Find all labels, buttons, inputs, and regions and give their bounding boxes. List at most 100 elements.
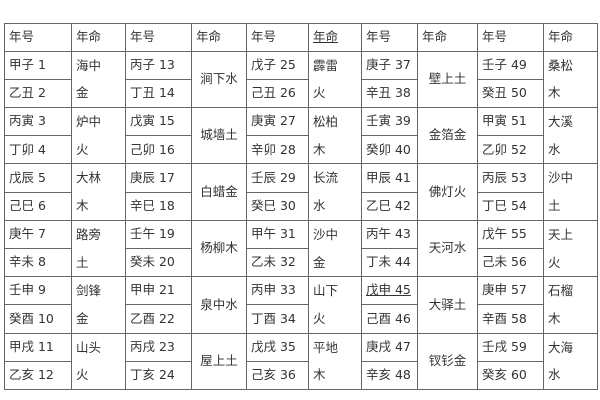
year-cell: 甲申 21 xyxy=(125,276,192,306)
nayin-text: 杨柳木 xyxy=(200,240,238,256)
year-cell: 丁丑 14 xyxy=(125,78,192,109)
nayin-text: 木 xyxy=(548,85,561,101)
year-cell: 丁亥 24 xyxy=(125,360,192,390)
nayin-cell: 天河水 xyxy=(417,219,478,278)
year-cell: 甲子 1 xyxy=(4,50,72,80)
year-cell: 乙亥 12 xyxy=(4,360,72,390)
year-cell: 戊戌 35 xyxy=(246,332,309,362)
nayin-cell: 大溪水 xyxy=(543,107,598,165)
year-cell: 癸酉 10 xyxy=(4,304,72,334)
year-cell: 癸卯 40 xyxy=(361,135,418,165)
year-cell: 甲辰 41 xyxy=(361,163,418,193)
nayin-text: 松柏 xyxy=(313,114,339,130)
nayin-text: 桑松 xyxy=(548,57,574,73)
nayin-cell: 大驿土 xyxy=(417,276,478,334)
nayin-cell: 海中金 xyxy=(71,50,126,109)
table-row: 甲子 1 海中金丙子 13 涧下水 戊子 25 霹雷火庚子 37 壁上土 壬子 49 桑松木 xyxy=(4,50,598,109)
nayin-text: 天河水 xyxy=(428,240,467,256)
year-cell: 丙申 33 xyxy=(246,276,309,306)
year-cell: 庚寅 27 xyxy=(246,107,309,137)
year-cell: 戊辰 5 xyxy=(4,163,72,193)
nayin-cell: 路旁土 xyxy=(71,219,126,278)
year-cell: 丙戌 23 xyxy=(125,332,192,362)
year-cell: 辛未 8 xyxy=(4,248,72,278)
nayin-cell: 屋上土 xyxy=(191,332,247,390)
year-cell: 壬戌 59 xyxy=(477,332,544,362)
nayin-text: 沙中 xyxy=(313,226,339,242)
nayin-cell: 壁上土 xyxy=(417,50,478,109)
nayin-cell: 钗钐金 xyxy=(417,332,478,390)
year-cell: 庚戌 47 xyxy=(361,332,418,362)
nayin-text: 路旁 xyxy=(76,226,102,242)
table-row: 己巳 6 辛巳 18 癸巳 30 乙巳 42 丁巳 54 xyxy=(4,191,598,221)
nayin-text: 海中 xyxy=(76,57,102,73)
header-nayin: 年命 xyxy=(71,23,126,52)
nayin-cell: 佛灯火 xyxy=(417,163,478,221)
header-nayin: 年命 xyxy=(308,23,362,52)
nayin-cell: 白蜡金 xyxy=(191,163,247,221)
year-cell: 丙辰 53 xyxy=(477,163,544,193)
year-cell: 己未 56 xyxy=(477,248,544,278)
year-cell: 甲午 31 xyxy=(246,219,309,250)
nayin-text: 大驿土 xyxy=(428,296,467,312)
year-cell: 丁未 44 xyxy=(361,248,418,278)
nayin-text: 土 xyxy=(548,198,561,214)
year-cell: 辛亥 48 xyxy=(361,360,418,390)
year-cell: 癸丑 50 xyxy=(477,78,544,109)
year-cell: 丁酉 34 xyxy=(246,304,309,334)
nayin-cell: 霹雷火 xyxy=(308,50,362,109)
year-cell: 戊申 45 xyxy=(361,276,418,306)
year-cell: 丁卯 4 xyxy=(4,135,72,165)
nayin-cell: 沙中土 xyxy=(543,163,598,221)
header-year: 年号 xyxy=(246,23,309,52)
table-row: 庚午 7 路旁土壬午 19 杨柳木 甲午 31 沙中金丙午 43 天河水 戊午 55 天上火 xyxy=(4,219,598,278)
year-cell: 庚申 57 xyxy=(477,276,544,306)
nayin-text: 水 xyxy=(548,141,561,157)
nayin-text: 水 xyxy=(548,367,561,383)
nayin-text: 泉中水 xyxy=(200,296,238,312)
nayin-cell: 城墙土 xyxy=(191,107,247,165)
nayin-text: 城墙土 xyxy=(200,127,238,143)
year-cell: 乙巳 42 xyxy=(361,191,418,221)
nayin-text: 木 xyxy=(313,367,326,383)
header-year: 年号 xyxy=(361,23,418,52)
table-row: 丙寅 3 炉中火戊寅 15 城墙土 庚寅 27 松柏木壬寅 39 金箔金 甲寅 51 大溪水 xyxy=(4,107,598,165)
nayin-text: 大林 xyxy=(76,170,102,186)
table-row: 丁卯 4 己卯 16 辛卯 28 癸卯 40 乙卯 52 xyxy=(4,135,598,165)
nayin-cell: 石榴木 xyxy=(543,276,598,334)
table-row: 戊辰 5 大林木庚辰 17 白蜡金 壬辰 29 长流水甲辰 41 佛灯火 丙辰 53 沙中土 xyxy=(4,163,598,221)
year-cell: 壬寅 39 xyxy=(361,107,418,137)
nayin-text: 木 xyxy=(76,198,89,214)
year-cell: 甲寅 51 xyxy=(477,107,544,137)
nayin-cell: 杨柳木 xyxy=(191,219,247,278)
year-cell: 辛巳 18 xyxy=(125,191,192,221)
year-cell: 壬午 19 xyxy=(125,219,192,250)
header-year: 年号 xyxy=(4,23,72,52)
nayin-cell: 天上火 xyxy=(543,219,598,278)
nayin-text: 木 xyxy=(313,141,326,157)
table-row: 甲戌 11 山头火丙戌 23 屋上土 戊戌 35 平地木庚戌 47 钗钐金 壬戌 59 大海水 xyxy=(4,332,598,390)
header-year: 年号 xyxy=(477,23,544,52)
nayin-text: 火 xyxy=(76,141,89,157)
year-cell: 庚子 37 xyxy=(361,50,418,80)
nayin-text: 天上 xyxy=(548,226,574,242)
nayin-text: 土 xyxy=(76,254,89,270)
year-cell: 丙午 43 xyxy=(361,219,418,250)
nayin-cell: 涧下水 xyxy=(191,50,247,109)
nayin-text: 火 xyxy=(548,254,561,270)
nayin-text: 金 xyxy=(76,85,89,101)
nayin-text: 壁上土 xyxy=(428,71,467,87)
year-cell: 丁巳 54 xyxy=(477,191,544,221)
year-cell: 癸巳 30 xyxy=(246,191,309,221)
nayin-text: 平地 xyxy=(313,339,339,355)
nayin-text: 山头 xyxy=(76,339,102,355)
header-nayin: 年命 xyxy=(191,23,247,52)
nayin-cell: 大海水 xyxy=(543,332,598,390)
nayin-text: 金箔金 xyxy=(428,127,467,143)
nayin-text: 钗钐金 xyxy=(428,352,467,368)
nayin-text: 山下 xyxy=(313,283,339,299)
year-cell: 己巳 6 xyxy=(4,191,72,221)
nayin-cell: 山下火 xyxy=(308,276,362,334)
year-cell: 己亥 36 xyxy=(246,360,309,390)
year-cell: 乙酉 22 xyxy=(125,304,192,334)
